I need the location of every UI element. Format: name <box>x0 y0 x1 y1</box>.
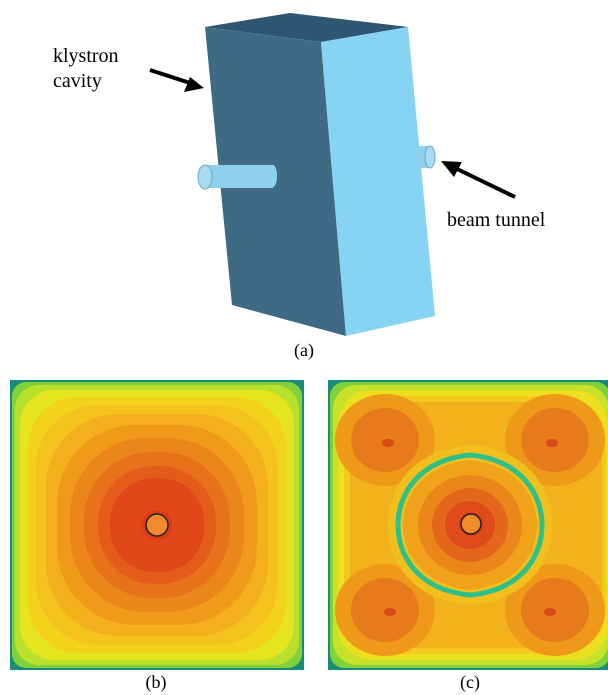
cavity-label-line2: cavity <box>53 70 102 92</box>
arrow-to-tunnel <box>441 161 516 199</box>
caption-b: (b) <box>145 672 167 692</box>
corner-lobes <box>335 394 605 656</box>
caption-a: (a) <box>294 340 314 360</box>
beam-tunnel-right <box>416 145 436 169</box>
cavity-top-face <box>205 13 408 42</box>
cavity-front-face <box>321 27 435 336</box>
beam-tunnel-label: beam tunnel <box>447 209 546 231</box>
cavity-3d-figure <box>149 13 516 336</box>
arrow-to-cavity <box>149 68 204 92</box>
cavity-label-line1: klystron <box>53 45 119 67</box>
beam-tunnel-left <box>197 164 277 190</box>
caption-c: (c) <box>460 672 480 692</box>
nodal-ring <box>395 452 545 598</box>
